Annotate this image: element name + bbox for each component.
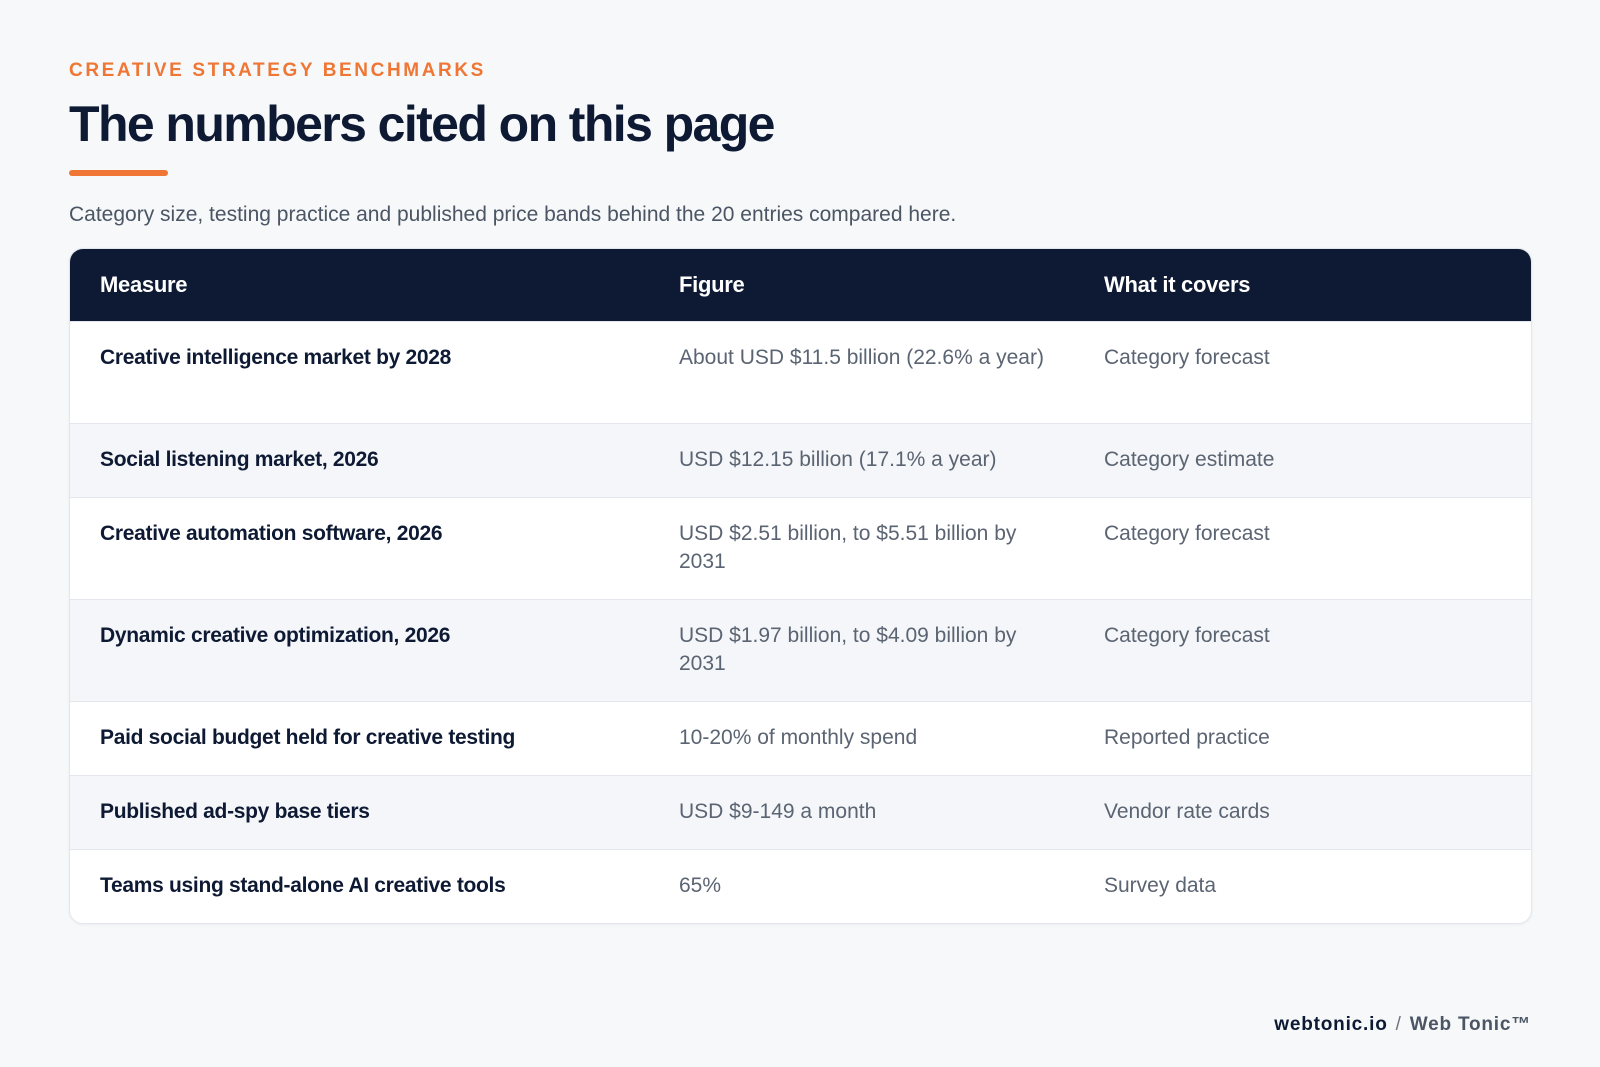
column-header-covers: What it covers [1104, 272, 1251, 297]
figure-cell: 10-20% of monthly spend [679, 726, 918, 749]
page-content: CREATIVE STRATEGY BENCHMARKS The numbers… [69, 56, 1532, 924]
covers-cell: Category forecast [1104, 624, 1270, 647]
table-row: Creative automation software, 2026 USD $… [70, 497, 1531, 599]
table-row: Teams using stand-alone AI creative tool… [70, 849, 1531, 923]
covers-cell: Category estimate [1104, 448, 1275, 471]
figure-cell: About USD $11.5 billion (22.6% a year) [679, 346, 1044, 369]
figure-cell: USD $12.15 billion (17.1% a year) [679, 448, 997, 471]
table-row: Published ad-spy base tiers USD $9-149 a… [70, 775, 1531, 849]
footer-credit: webtonic.io / Web Tonic™ [1274, 1012, 1531, 1038]
measure-cell: Teams using stand-alone AI creative tool… [100, 874, 506, 897]
covers-cell: Reported practice [1104, 726, 1270, 749]
table-header: Measure Figure What it covers [70, 249, 1531, 321]
figure-cell: USD $2.51 billion, to $5.51 billion by 2… [679, 522, 1017, 573]
column-header-measure: Measure [100, 272, 188, 297]
measure-cell: Dynamic creative optimization, 2026 [100, 624, 451, 647]
covers-cell: Vendor rate cards [1104, 800, 1270, 823]
eyebrow-label: CREATIVE STRATEGY BENCHMARKS [69, 60, 486, 81]
measure-cell: Published ad-spy base tiers [100, 800, 370, 823]
page-title: The numbers cited on this page [69, 96, 775, 152]
page-subtitle: Category size, testing practice and publ… [69, 203, 957, 226]
benchmarks-table: Measure Figure What it covers Creative i… [69, 248, 1532, 924]
measure-cell: Creative automation software, 2026 [100, 522, 443, 545]
footer-separator: / [1395, 1014, 1402, 1035]
table-row: Social listening market, 2026 USD $12.15… [70, 423, 1531, 497]
covers-cell: Survey data [1104, 874, 1217, 897]
covers-cell: Category forecast [1104, 346, 1270, 369]
figure-cell: 65% [679, 874, 722, 897]
table-row: Dynamic creative optimization, 2026 USD … [70, 599, 1531, 701]
footer-domain: webtonic.io [1274, 1014, 1388, 1035]
table-row: Paid social budget held for creative tes… [70, 701, 1531, 775]
measure-cell: Paid social budget held for creative tes… [100, 726, 516, 749]
measure-cell: Social listening market, 2026 [100, 448, 379, 471]
measure-cell: Creative intelligence market by 2028 [100, 346, 452, 369]
column-header-figure: Figure [679, 272, 745, 297]
footer-brand: Web Tonic™ [1409, 1014, 1531, 1035]
covers-cell: Category forecast [1104, 522, 1270, 545]
figure-cell: USD $1.97 billion, to $4.09 billion by 2… [679, 624, 1017, 675]
table-row: Creative intelligence market by 2028 Abo… [70, 321, 1531, 423]
title-accent-bar [69, 170, 168, 176]
figure-cell: USD $9-149 a month [679, 800, 877, 823]
